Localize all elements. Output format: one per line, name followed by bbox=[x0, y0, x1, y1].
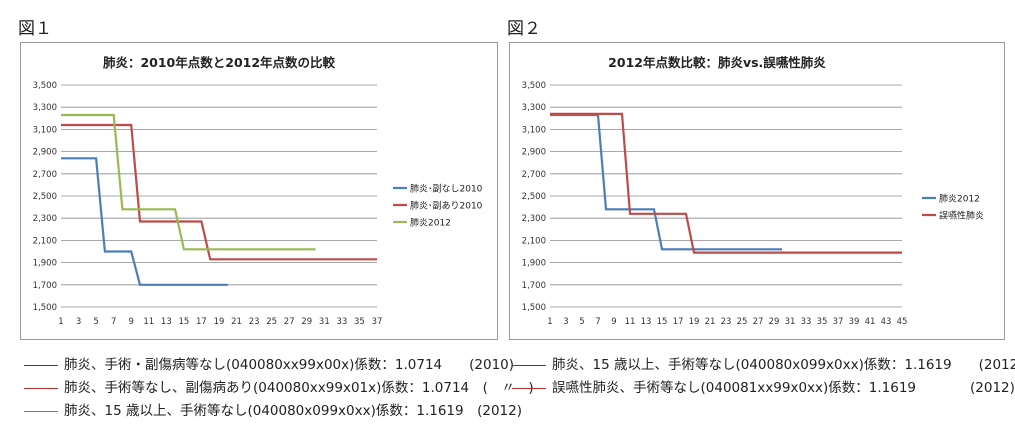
x-tick-label: 5 bbox=[93, 317, 98, 327]
x-tick-label: 41 bbox=[865, 317, 876, 327]
y-tick-label: 3,100 bbox=[33, 125, 57, 135]
chart-1: 肺炎：2010年点数と2012年点数の比較 1,500 1,700 1,900 2,10… bbox=[20, 42, 498, 340]
y-tick-label: 1,700 bbox=[33, 281, 57, 291]
chart-2-svg: 2012年点数比較：肺炎vs.誤嚥性肺炎 1,500 1,700 1,900 2,100… bbox=[522, 55, 984, 327]
caption-left-1: 肺炎、手術・副傷病等なし(040080xx99x00x)係数：1.0714 (2… bbox=[24, 353, 514, 373]
y-tick-label: 2,100 bbox=[522, 236, 546, 246]
y-tick-label: 3,300 bbox=[33, 103, 57, 113]
x-tick-label: 23 bbox=[721, 317, 732, 327]
x-tick-label: 3 bbox=[76, 317, 81, 327]
caption-left-3-text: 肺炎、15 歳以上、手術等なし(040080x099x0xx)係数：1.1619… bbox=[64, 403, 522, 419]
x-tick-label: 43 bbox=[881, 317, 892, 327]
caption-left-1-text: 肺炎、手術・副傷病等なし(040080xx99x00x)係数：1.0714 (2… bbox=[64, 357, 515, 373]
chart-2: 2012年点数比較：肺炎vs.誤嚥性肺炎 1,500 1,700 1,900 2,100… bbox=[509, 42, 1005, 340]
x-tick-label: 11 bbox=[143, 317, 154, 327]
caption-right-1-swatch bbox=[512, 364, 546, 366]
x-tick-label: 21 bbox=[705, 317, 716, 327]
x-tick-label: 17 bbox=[196, 317, 207, 327]
x-tick-label: 5 bbox=[579, 317, 584, 327]
x-tick-label: 3 bbox=[563, 317, 568, 327]
y-tick-label: 1,900 bbox=[33, 259, 57, 269]
y-tick-label: 2,900 bbox=[522, 148, 546, 158]
series-line-3 bbox=[61, 113, 316, 251]
x-tick-label: 15 bbox=[178, 317, 189, 327]
series-line-1 bbox=[61, 157, 228, 286]
caption-left-2: 肺炎、手術等なし、副傷病あり(040080xx99x01x)係数：1.0714 … bbox=[24, 376, 534, 396]
y-tick-label: 3,100 bbox=[522, 125, 546, 135]
y-tick-label: 2,700 bbox=[522, 170, 546, 180]
legend-label: 肺炎･副なし2010 bbox=[410, 184, 483, 195]
x-tick-label: 33 bbox=[801, 317, 812, 327]
series-line-2 bbox=[550, 112, 902, 254]
x-tick-label: 25 bbox=[266, 317, 277, 327]
chart-title: 肺炎：2010年点数と2012年点数の比較 bbox=[103, 55, 336, 70]
caption-right-2: 誤嚥性肺炎、手術等なし(040081xx99x0xx)係数：1.1619 (20… bbox=[512, 376, 1015, 396]
x-tick-label: 29 bbox=[769, 317, 780, 327]
x-tick-label: 35 bbox=[817, 317, 828, 327]
caption-right-2-text: 誤嚥性肺炎、手術等なし(040081xx99x0xx)係数：1.1619 (20… bbox=[552, 380, 1015, 396]
x-tick-label: 33 bbox=[336, 317, 347, 327]
caption-right-1: 肺炎、15 歳以上、手術等なし(040080x099x0xx)係数：1.1619… bbox=[512, 353, 1015, 373]
x-tick-label: 15 bbox=[657, 317, 668, 327]
x-tick-label: 7 bbox=[595, 317, 600, 327]
y-tick-label: 3,300 bbox=[522, 103, 546, 113]
x-tick-label: 45 bbox=[897, 317, 908, 327]
caption-left-2-swatch bbox=[24, 387, 58, 389]
legend-label: 肺炎･副あり2010 bbox=[410, 201, 483, 212]
y-tick-label: 2,900 bbox=[33, 148, 57, 158]
y-tick-label: 3,500 bbox=[33, 81, 57, 91]
legend-label: 肺炎2012 bbox=[410, 218, 451, 229]
y-tick-label: 2,500 bbox=[522, 192, 546, 202]
x-tick-label: 23 bbox=[249, 317, 260, 327]
series-line-1 bbox=[550, 113, 782, 251]
x-tick-label: 27 bbox=[284, 317, 295, 327]
x-tick-label: 39 bbox=[849, 317, 860, 327]
x-tick-label: 27 bbox=[753, 317, 764, 327]
y-tick-label: 2,500 bbox=[33, 192, 57, 202]
x-tick-label: 31 bbox=[319, 317, 330, 327]
caption-right-1-text: 肺炎、15 歳以上、手術等なし(040080x099x0xx)係数：1.1619… bbox=[552, 357, 1015, 373]
x-tick-label: 13 bbox=[641, 317, 652, 327]
series-line-2 bbox=[61, 123, 377, 261]
x-tick-label: 25 bbox=[737, 317, 748, 327]
y-tick-label: 2,300 bbox=[522, 214, 546, 224]
x-tick-label: 31 bbox=[785, 317, 796, 327]
x-tick-label: 21 bbox=[231, 317, 242, 327]
caption-right-2-swatch bbox=[512, 387, 546, 389]
y-tick-label: 2,700 bbox=[33, 170, 57, 180]
y-tick-label: 1,900 bbox=[522, 259, 546, 269]
caption-left-3-swatch bbox=[24, 410, 58, 412]
legend-label: 誤嚥性肺炎 bbox=[939, 210, 984, 222]
chart-title: 2012年点数比較：肺炎vs.誤嚥性肺炎 bbox=[608, 55, 826, 70]
y-tick-label: 2,300 bbox=[33, 214, 57, 224]
caption-left-1-swatch bbox=[24, 364, 58, 366]
caption-left-3: 肺炎、15 歳以上、手術等なし(040080x099x0xx)係数：1.1619… bbox=[24, 399, 522, 419]
x-tick-label: 17 bbox=[673, 317, 684, 327]
x-tick-label: 9 bbox=[611, 317, 616, 327]
x-tick-label: 35 bbox=[354, 317, 365, 327]
legend-label: 肺炎2012 bbox=[939, 194, 980, 205]
x-tick-label: 19 bbox=[214, 317, 225, 327]
x-tick-label: 1 bbox=[547, 317, 552, 327]
figure-1-label: 図１ bbox=[18, 19, 52, 39]
y-tick-label: 3,500 bbox=[522, 81, 546, 91]
x-tick-label: 1 bbox=[58, 317, 63, 327]
y-tick-label: 1,500 bbox=[522, 303, 546, 313]
caption-left-2-text: 肺炎、手術等なし、副傷病あり(040080xx99x01x)係数：1.0714 … bbox=[64, 380, 534, 396]
chart-1-svg: 肺炎：2010年点数と2012年点数の比較 1,500 1,700 1,900 2,10… bbox=[33, 55, 483, 327]
x-tick-label: 7 bbox=[111, 317, 116, 327]
figure-2-label: 図２ bbox=[507, 19, 541, 39]
x-tick-label: 9 bbox=[129, 317, 134, 327]
x-tick-label: 11 bbox=[625, 317, 636, 327]
x-tick-label: 13 bbox=[161, 317, 172, 327]
y-tick-label: 2,100 bbox=[33, 236, 57, 246]
x-tick-label: 19 bbox=[689, 317, 700, 327]
y-tick-label: 1,700 bbox=[522, 281, 546, 291]
y-tick-label: 1,500 bbox=[33, 303, 57, 313]
x-tick-label: 37 bbox=[372, 317, 383, 327]
x-tick-label: 37 bbox=[833, 317, 844, 327]
x-tick-label: 29 bbox=[301, 317, 312, 327]
